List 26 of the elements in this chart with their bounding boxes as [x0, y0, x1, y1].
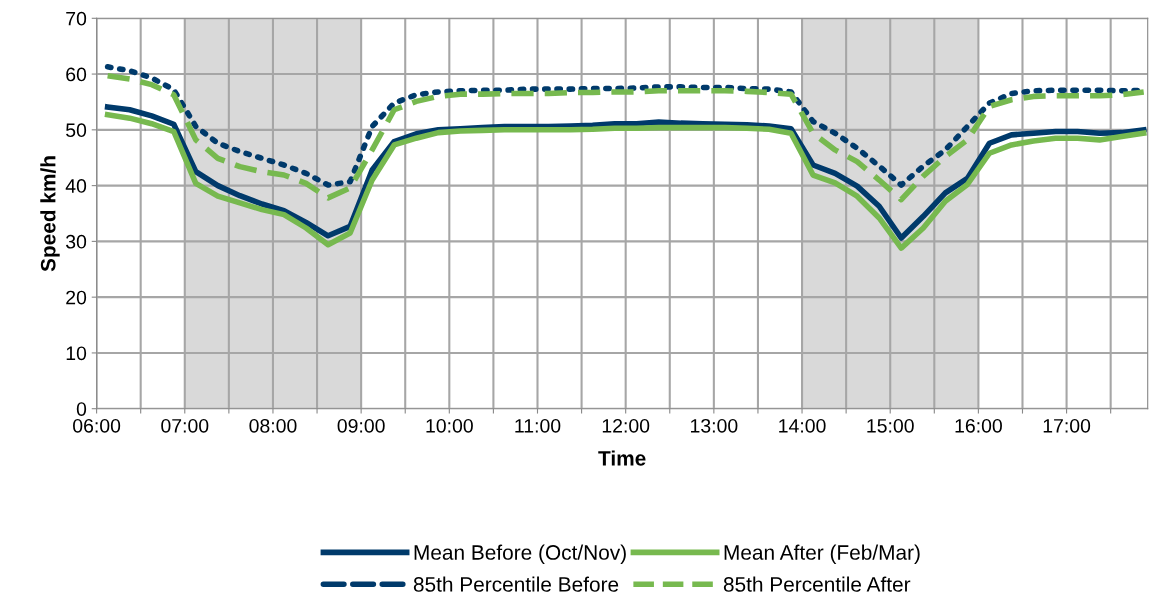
legend-label: Mean Before (Oct/Nov): [414, 544, 626, 564]
y-tick-label: 50: [66, 123, 87, 138]
y-axis-title: Speed km/h: [40, 156, 60, 272]
y-tick-label: 10: [66, 346, 87, 361]
x-tick-label: 15:00: [867, 418, 914, 433]
x-axis-title: Time: [598, 450, 646, 466]
legend-label: Mean After (Feb/Mar): [724, 544, 920, 564]
x-tick-label: 06:00: [73, 418, 121, 433]
x-tick-label: 17:00: [1043, 418, 1091, 433]
y-tick-label: 30: [65, 234, 87, 249]
x-tick-label: 12:00: [602, 418, 650, 433]
legend-label: 85th Percentile After: [723, 576, 911, 592]
x-tick-label: 13:00: [691, 418, 738, 433]
y-tick-label: 40: [65, 179, 87, 193]
x-tick-label: 11:00: [515, 418, 561, 433]
x-tick-label: 16:00: [955, 418, 1002, 433]
x-tick-label: 08:00: [249, 418, 297, 433]
x-tick-label: 10:00: [426, 418, 473, 433]
y-tick-label: 20: [66, 290, 87, 305]
legend-label: 85th Percentile Before: [413, 576, 619, 592]
x-tick-label: 09:00: [337, 418, 385, 433]
y-tick-label: 70: [66, 11, 87, 26]
y-tick-label: 0: [76, 402, 87, 416]
x-tick-label: 14:00: [779, 418, 826, 433]
y-tick-label: 60: [66, 67, 87, 82]
x-tick-label: 07:00: [161, 418, 209, 433]
